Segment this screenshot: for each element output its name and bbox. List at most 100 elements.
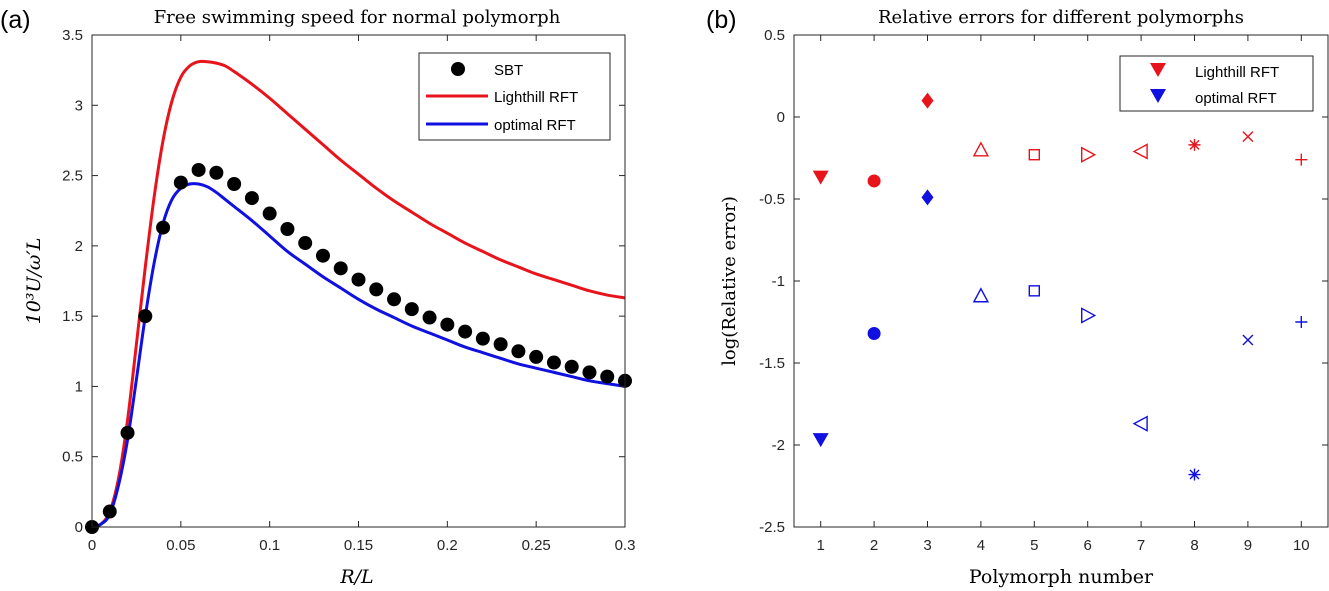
x-axis-label-a: R/L: [339, 566, 373, 588]
sbt-point: [564, 359, 579, 374]
axis-b-y-tick-label: -1.5: [759, 355, 785, 372]
axis-a-y-tick-label: 1: [75, 378, 83, 395]
sbt-point: [369, 282, 384, 297]
sbt-point: [582, 365, 597, 380]
lighthill-point-triangle-left: [1132, 143, 1148, 160]
panel-label-a: (a): [0, 6, 31, 34]
axis-a-x-tick-label: 0.2: [437, 537, 458, 554]
y-axis-label-a: 10³U/ω′L: [23, 238, 45, 325]
axis-b-x-tick-label: 3: [923, 537, 931, 554]
sbt-point: [458, 324, 473, 339]
legend-b-optimal-label: optimal RFT: [1195, 90, 1277, 107]
axis-a-y-tick-label: 3: [75, 97, 83, 114]
legend-a-lighthill-label: Lighthill RFT: [494, 89, 578, 106]
axis-a-y-tick-label: 0: [75, 519, 83, 536]
panel-label-b: (b): [706, 6, 737, 34]
y-axis-label-b: log(Relative error): [719, 196, 740, 366]
sbt-point: [298, 236, 313, 251]
legend-a-sbt-label: SBT: [494, 62, 523, 79]
sbt-point: [244, 191, 259, 206]
optimal-point-diamond-filled: [921, 189, 934, 206]
axis-b-y-tick-label: -1: [772, 273, 785, 290]
x-axis-label-b: Polymorph number: [969, 566, 1154, 588]
sbt-point: [351, 272, 366, 287]
sbt-point: [333, 261, 348, 276]
optimal-point-plus: [1295, 316, 1308, 328]
axis-a-y-tick-label: 0.5: [62, 449, 83, 466]
sbt-point: [546, 355, 561, 370]
axis-b-x-tick-label: 1: [817, 537, 825, 554]
sbt-point: [440, 317, 455, 332]
sbt-point: [387, 292, 402, 307]
series-line-lighthill-rft: [91, 59, 626, 529]
sbt-point: [493, 337, 508, 352]
sbt-point: [120, 425, 135, 440]
legend-a-optimal-label: optimal RFT: [494, 117, 576, 134]
legend-a: SBT Lighthill RFT optimal RFT: [418, 52, 611, 141]
sbt-point: [138, 309, 153, 324]
axis-a-y-tick-label: 3.5: [62, 27, 83, 44]
optimal-point-x: [1242, 334, 1254, 346]
sbt-point: [227, 177, 242, 192]
legend-b-lighthill-label: Lighthill RFT: [1195, 64, 1279, 81]
legend-b-optimal-marker: [1150, 89, 1166, 103]
sbt-point: [600, 369, 615, 384]
sbt-point: [191, 162, 206, 177]
axis-a-x-tick-label: 0: [88, 537, 96, 554]
axis-a-x-tick-label: 0.15: [344, 537, 373, 554]
legend-b: Lighthill RFT optimal RFT: [1119, 55, 1314, 112]
axis-b-y-tick-label: -0.5: [759, 191, 785, 208]
axis-b-x-tick-label: 5: [1030, 537, 1038, 554]
lighthill-point-triangle-right: [1080, 146, 1097, 163]
sbt-point: [422, 310, 437, 325]
lighthill-point-square: [1028, 149, 1041, 161]
axis-a-y-tick-label: 2: [75, 238, 83, 255]
axis-b-x-tick-label: 9: [1244, 537, 1252, 554]
sbt-point: [315, 248, 330, 263]
optimal-point-triangle-up: [972, 287, 990, 303]
optimal-point-triangle-down-filled: [812, 433, 829, 448]
axis-b-y-tick-label: -2: [772, 437, 785, 454]
sbt-point: [280, 221, 295, 236]
lighthill-point-asterisk: [1188, 138, 1201, 151]
axis-a-x-tick-label: 0.05: [166, 537, 195, 554]
axis-b-x-tick-label: 8: [1190, 537, 1198, 554]
lighthill-point-circle-filled: [867, 174, 881, 188]
axis-b-x-tick-label: 4: [977, 537, 985, 554]
lighthill-point-diamond-filled: [921, 92, 934, 109]
axis-b-x-tick-label: 6: [1084, 537, 1092, 554]
axis-a-y-tick-label: 1.5: [62, 308, 83, 325]
lighthill-point-triangle-up: [972, 141, 990, 157]
axis-b-x-tick-label: 10: [1293, 537, 1310, 554]
optimal-point-circle-filled: [867, 326, 881, 340]
optimal-point-square: [1028, 285, 1041, 297]
sbt-point: [102, 504, 117, 519]
axis-b-x-tick-label: 2: [870, 537, 878, 554]
optimal-point-triangle-left: [1132, 415, 1148, 432]
sbt-point: [404, 302, 419, 317]
axis-b-y-tick-label: -2.5: [759, 519, 785, 536]
lighthill-point-x: [1242, 131, 1254, 143]
sbt-point: [475, 331, 490, 346]
axis-a-y-tick-label: 2.5: [62, 168, 83, 185]
axis-b-y-tick-label: 0.5: [764, 27, 785, 44]
chart-b-title: Relative errors for different polymorphs: [878, 7, 1244, 28]
chart-a-title: Free swimming speed for normal polymorph: [154, 7, 561, 28]
axis-a-x-tick-label: 0.1: [259, 537, 280, 554]
legend-b-lighthill-marker: [1150, 63, 1166, 77]
optimal-point-asterisk: [1188, 468, 1201, 481]
lighthill-point-plus: [1295, 153, 1308, 166]
axis-a-x-tick-label: 0.25: [522, 537, 551, 554]
panel-a: (a) Free swimming speed for normal polym…: [0, 6, 635, 588]
sbt-point: [209, 165, 224, 180]
sbt-point: [156, 220, 171, 235]
axis-b-y-tick-label: 0: [777, 109, 785, 126]
axis-a-x-tick-label: 0.3: [615, 537, 636, 554]
sbt-point: [529, 349, 544, 364]
sbt-point: [511, 344, 526, 359]
series-line-optimal-rft: [91, 182, 626, 529]
optimal-point-triangle-right: [1080, 307, 1097, 324]
sbt-point: [262, 206, 277, 221]
panel-b: (b) Relative errors for different polymo…: [706, 6, 1329, 588]
